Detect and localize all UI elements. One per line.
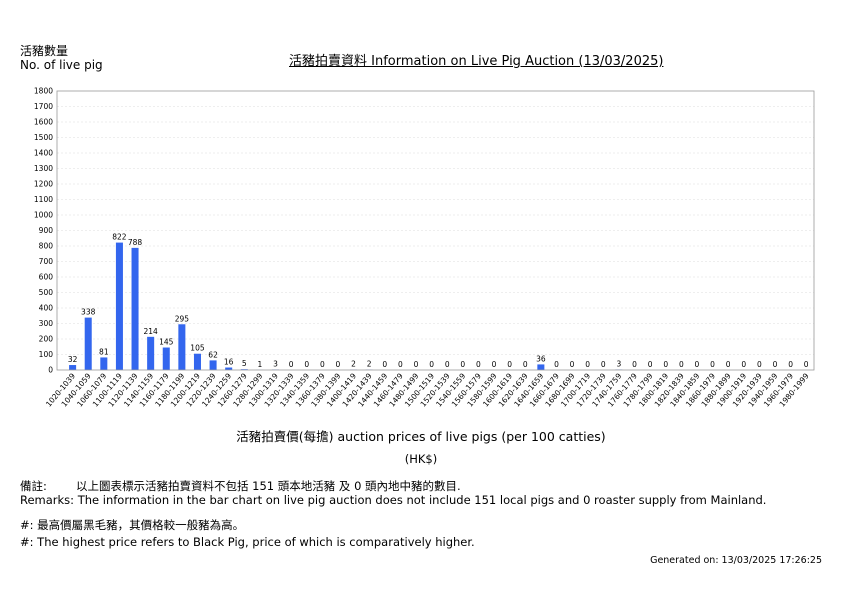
y-tick-label: 100 [39,350,54,359]
bar [115,242,123,370]
y-tick-label: 300 [39,319,54,328]
y-tick-label: 1000 [34,211,53,220]
data-label: 81 [99,347,109,356]
bars [69,242,623,370]
data-label: 0 [304,360,309,369]
y-tick-labels: 0 100 200 300 400 500 600 700 800 900 1000 1100 1200… [34,87,53,375]
data-label: 0 [336,360,341,369]
remark-en: Remarks: The information in the bar char… [20,493,767,507]
data-label: 5 [242,359,247,368]
bar-chart: 0100200300400500600700800900100011001200… [34,87,815,409]
data-label: 0 [632,360,637,369]
x-tick-labels: 1020-10391040-10591060-10791100-11191120… [44,371,811,408]
bar [147,336,155,370]
y-tick-label: 600 [39,273,54,282]
data-label: 2 [367,360,372,369]
data-label: 0 [398,360,403,369]
bar [131,247,139,370]
data-label: 0 [445,360,450,369]
data-label: 105 [190,344,205,353]
data-label: 0 [679,360,684,369]
data-label: 0 [460,360,465,369]
data-label: 0 [414,360,419,369]
bar [193,353,201,370]
bar [225,367,233,370]
y-tick-label: 1600 [34,118,53,127]
y-tick-label: 1400 [34,149,53,158]
data-label: 0 [507,360,512,369]
remark-zh: 以上圖表標示活豬拍賣資料不包括 151 頭本地活豬 及 0 頭內地中豬的數目. [76,479,461,493]
data-label: 0 [710,360,715,369]
y-tick-label: 1500 [34,133,53,142]
data-label: 0 [429,360,434,369]
bar [69,365,77,370]
x-axis-label: 活豬拍賣價(每擔) auction prices of live pigs (p… [236,429,606,444]
data-label: 0 [773,360,778,369]
bar [537,364,545,370]
data-label: 0 [663,360,668,369]
data-label: 0 [648,360,653,369]
data-label: 214 [143,327,158,336]
bar [178,324,186,370]
generated-timestamp: Generated on: 13/03/2025 17:26:25 [650,555,822,566]
grid-lines [57,106,814,355]
data-label: 0 [788,360,793,369]
data-label: 0 [476,360,481,369]
chart-title: 活豬拍賣資料 Information on Live Pig Auction (… [289,54,664,69]
bar [84,317,92,370]
y-tick-label: 1200 [34,180,53,189]
data-label: 0 [804,360,809,369]
remark-zh-label: 備註: [20,479,47,493]
data-label: 0 [554,360,559,369]
data-label: 36 [536,354,546,363]
data-label: 145 [159,338,174,347]
data-label: 0 [523,360,528,369]
y-tick-label: 800 [39,242,54,251]
data-label: 2 [351,360,356,369]
y-tick-label: 200 [39,335,54,344]
bar [100,357,108,370]
data-label: 0 [570,360,575,369]
y-tick-label: 1300 [34,164,53,173]
bar [209,360,217,370]
y-axis-label-en: No. of live pig [20,58,103,72]
data-label: 0 [320,360,325,369]
note-zh: #: 最高價屬黑毛豬，其價格較一般豬為高。 [20,518,245,532]
note-en: #: The highest price refers to Black Pig… [20,535,475,549]
data-label: 0 [757,360,762,369]
y-tick-label: 0 [48,366,53,375]
plot-frame [56,90,815,371]
y-tick-label: 500 [39,288,54,297]
x-axis-unit: (HK$) [404,452,438,466]
data-label: 3 [617,360,622,369]
y-tick-label: 1700 [34,102,53,111]
y-tick-label: 900 [39,226,54,235]
data-label: 0 [601,360,606,369]
data-label: 0 [382,360,387,369]
bar [162,347,170,370]
y-tick-label: 700 [39,257,54,266]
y-axis-label-zh: 活豬數量 [20,44,69,58]
data-label: 0 [585,360,590,369]
data-label: 0 [492,360,497,369]
data-label: 16 [224,358,234,367]
data-label: 0 [741,360,746,369]
y-tick-label: 1100 [34,195,53,204]
data-label: 822 [112,233,127,242]
data-label: 0 [695,360,700,369]
data-label: 338 [81,308,96,317]
data-label: 295 [175,314,190,323]
data-label: 62 [208,350,218,359]
y-tick-label: 1800 [34,87,53,96]
data-label: 788 [128,238,143,247]
data-label: 3 [273,360,278,369]
data-label: 0 [726,360,731,369]
data-label: 0 [289,360,294,369]
y-tick-label: 400 [39,304,54,313]
data-label: 1 [258,360,263,369]
data-label: 32 [68,355,78,364]
